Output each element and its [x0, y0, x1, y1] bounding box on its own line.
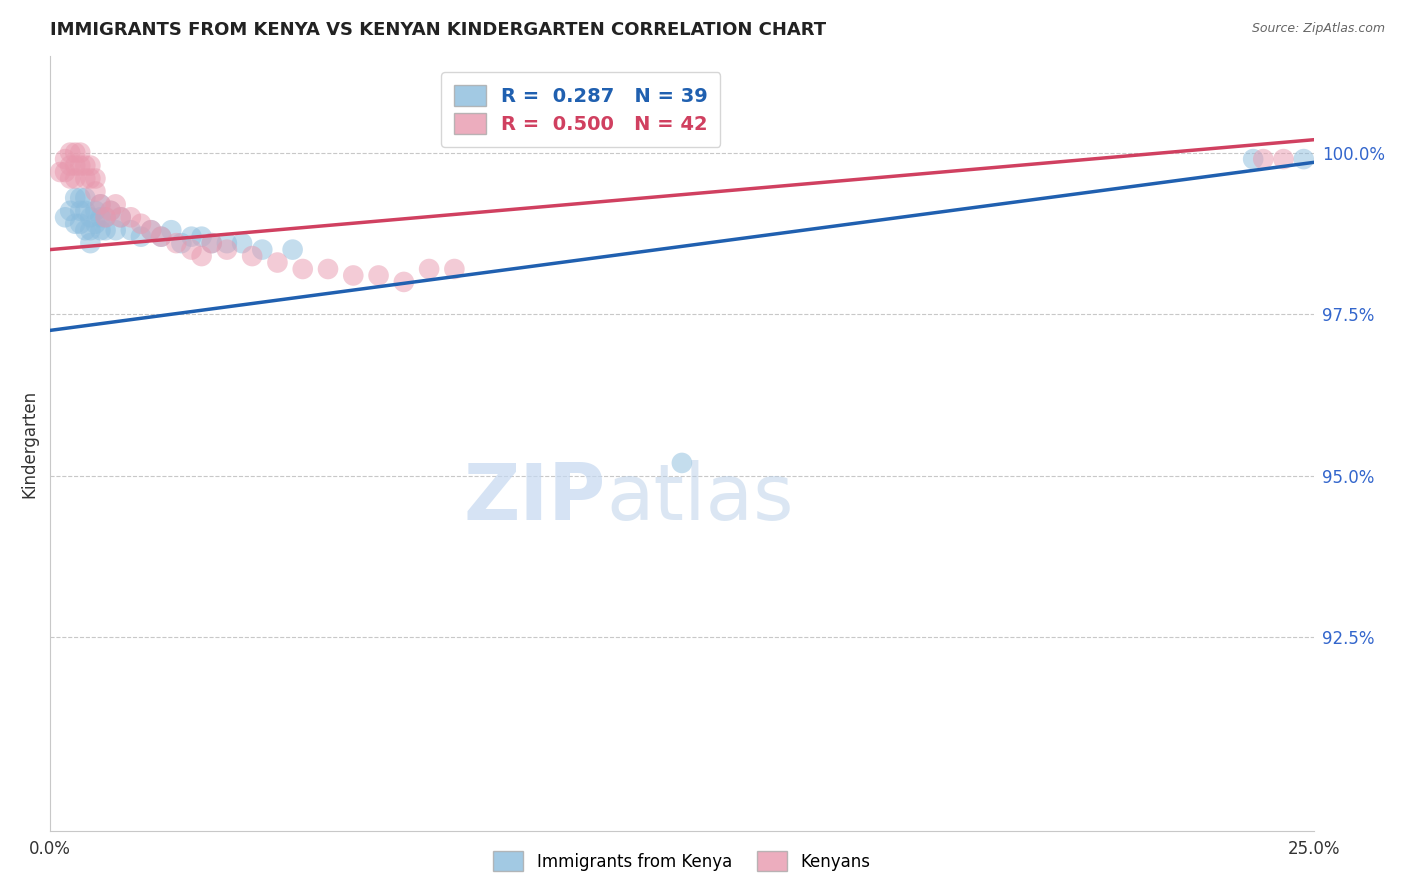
Text: Source: ZipAtlas.com: Source: ZipAtlas.com	[1251, 22, 1385, 36]
Point	[165, 236, 187, 251]
Point	[392, 275, 415, 289]
Point	[150, 229, 173, 244]
Point	[53, 211, 76, 225]
Point	[215, 243, 238, 257]
Point	[69, 159, 91, 173]
Point	[190, 229, 212, 244]
Point	[240, 249, 263, 263]
Point	[139, 223, 162, 237]
Point	[129, 229, 152, 244]
Point	[59, 145, 82, 160]
Point	[1292, 152, 1315, 166]
Point	[89, 197, 111, 211]
Point	[84, 171, 107, 186]
Legend: Immigrants from Kenya, Kenyans: Immigrants from Kenya, Kenyans	[486, 845, 877, 878]
Point	[84, 185, 107, 199]
Point	[89, 211, 111, 225]
Point	[367, 268, 389, 283]
Point	[65, 159, 87, 173]
Point	[100, 203, 122, 218]
Point	[75, 191, 97, 205]
Text: ZIP: ZIP	[464, 460, 606, 536]
Point	[79, 236, 101, 251]
Point	[443, 262, 465, 277]
Point	[104, 223, 127, 237]
Point	[65, 145, 87, 160]
Point	[59, 203, 82, 218]
Point	[84, 203, 107, 218]
Point	[1272, 152, 1295, 166]
Point	[120, 223, 142, 237]
Point	[418, 262, 440, 277]
Point	[65, 217, 87, 231]
Point	[100, 203, 122, 218]
Point	[53, 165, 76, 179]
Point	[94, 223, 117, 237]
Point	[1251, 152, 1274, 166]
Point	[49, 165, 72, 179]
Point	[79, 171, 101, 186]
Point	[94, 211, 117, 225]
Point	[79, 223, 101, 237]
Point	[266, 255, 288, 269]
Point	[75, 171, 97, 186]
Point	[120, 211, 142, 225]
Point	[75, 203, 97, 218]
Point	[53, 152, 76, 166]
Point	[201, 236, 224, 251]
Point	[281, 243, 304, 257]
Point	[65, 191, 87, 205]
Point	[201, 236, 224, 251]
Y-axis label: Kindergarten: Kindergarten	[21, 390, 39, 498]
Point	[129, 217, 152, 231]
Point	[69, 217, 91, 231]
Point	[75, 223, 97, 237]
Point	[160, 223, 183, 237]
Point	[180, 243, 202, 257]
Point	[150, 229, 173, 244]
Point	[89, 197, 111, 211]
Point	[79, 211, 101, 225]
Text: IMMIGRANTS FROM KENYA VS KENYAN KINDERGARTEN CORRELATION CHART: IMMIGRANTS FROM KENYA VS KENYAN KINDERGA…	[51, 21, 827, 39]
Text: atlas: atlas	[606, 460, 793, 536]
Point	[110, 211, 132, 225]
Point	[291, 262, 314, 277]
Point	[89, 223, 111, 237]
Point	[215, 236, 238, 251]
Point	[59, 159, 82, 173]
Point	[139, 223, 162, 237]
Point	[190, 249, 212, 263]
Point	[1241, 152, 1264, 166]
Point	[231, 236, 253, 251]
Point	[252, 243, 274, 257]
Point	[170, 236, 193, 251]
Point	[75, 159, 97, 173]
Point	[59, 171, 82, 186]
Point	[671, 456, 693, 470]
Point	[180, 229, 202, 244]
Point	[84, 217, 107, 231]
Point	[69, 203, 91, 218]
Point	[110, 211, 132, 225]
Point	[104, 197, 127, 211]
Point	[94, 211, 117, 225]
Point	[342, 268, 364, 283]
Point	[316, 262, 339, 277]
Point	[79, 159, 101, 173]
Point	[69, 145, 91, 160]
Point	[69, 191, 91, 205]
Point	[65, 171, 87, 186]
